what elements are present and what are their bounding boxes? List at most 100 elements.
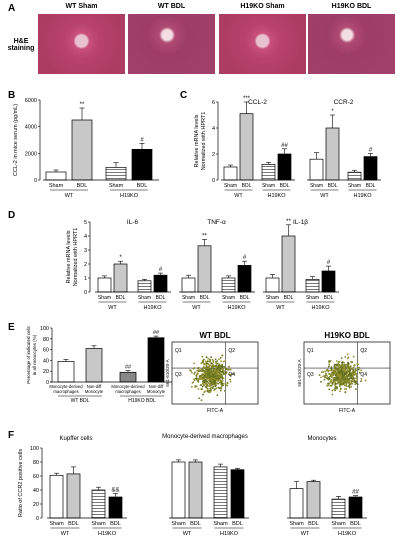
panel-d-category-label: Sham	[98, 295, 111, 301]
panel-e-bar-label-line2: macrophages	[115, 389, 140, 394]
panel-c-category-label: Sham	[262, 183, 275, 189]
he-title-wt-sham: WT Sham	[65, 3, 98, 10]
panel-b-category-label: Sham	[49, 183, 64, 189]
he-title-ko-sham: H19KO Sham	[240, 3, 285, 10]
panel-d-category-label: Sham	[266, 295, 279, 301]
panel-b-y-tick-label: 6000	[25, 98, 37, 104]
panel-d-category-label: Sham	[138, 295, 151, 301]
panel-e-flow1-x-axis-label: FITC-A	[207, 408, 224, 414]
panel-f-category-label: Sham	[171, 521, 186, 527]
panel-b-bar	[71, 119, 93, 181]
panel-d-bar	[113, 263, 128, 293]
panel-c-significance-label: ***	[243, 96, 251, 102]
panel-b-bar	[45, 171, 67, 181]
panel-c-category-label: BDL	[366, 183, 376, 189]
panel-e-bar-label-line1: Non-diff	[149, 384, 164, 389]
panel-f-category-label: BDL	[308, 521, 319, 527]
panel-c-bar	[277, 153, 292, 181]
panel-d-bar	[305, 279, 320, 293]
panel-f-bar	[171, 461, 186, 519]
panel-e-letter: E	[8, 322, 15, 333]
panel-d-category-label: BDL	[200, 295, 210, 301]
panel-e-flow2-title: H19KO BDL	[324, 331, 369, 340]
panel-c-category-label: BDL	[280, 183, 290, 189]
he-side-label-line1: H&E	[13, 38, 29, 45]
panel-f-category-label: Sham	[289, 521, 304, 527]
panel-e-y-axis-label-1: Percentage of indicated cells	[26, 325, 31, 383]
panel-d-category-label: BDL	[156, 295, 166, 301]
panel-d-category-label: BDL	[284, 295, 294, 301]
panel-e-bar-label-line2: Monocyte	[147, 389, 166, 394]
panel-c-bar	[363, 156, 378, 181]
panel-d-subtitle: IL-1β	[293, 219, 308, 226]
panel-e-bar	[119, 371, 137, 383]
panel-f-bar	[213, 466, 228, 519]
panel-e-flow2-scatter-points	[318, 353, 367, 396]
panel-f-y-tick-label: 60	[33, 474, 39, 480]
panel-f-category-label: BDL	[350, 521, 361, 527]
panel-f-group-label: WT	[61, 531, 70, 537]
panel-d-category-label: Sham	[306, 295, 319, 301]
he-image-wt-bdl	[128, 14, 215, 74]
panel-c-bar	[309, 158, 324, 181]
panel-c-group-label: WT	[320, 193, 329, 199]
panel-b-category-label: Sham	[109, 183, 124, 189]
panel-e-flow1-quadrant-label: Q3	[175, 372, 182, 378]
panel-d-group-label: H19KO	[311, 305, 330, 311]
panel-d-bar	[221, 277, 236, 293]
panel-d-category-label: Sham	[222, 295, 235, 301]
panel-e-significance-label: ##	[125, 365, 132, 371]
panel-e-y-axis-label-2: in all monocytes (%)	[32, 334, 37, 375]
panel-e-y-tick-label: 20	[43, 369, 49, 375]
panel-f-category-label: Sham	[331, 521, 346, 527]
panel-b-y-tick-label: 0	[34, 178, 37, 184]
panel-f-group-label: H19KO	[220, 531, 239, 537]
panel-d-y-tick-label: 1	[84, 276, 87, 282]
panel-d-subtitle: IL-6	[127, 219, 139, 226]
panel-f-category-label: BDL	[232, 521, 243, 527]
panel-d-group-label: WT	[108, 305, 117, 311]
panel-d-letter: D	[8, 210, 16, 221]
panel-d-category-label: BDL	[324, 295, 334, 301]
panel-d-y-tick-label: 0	[84, 290, 87, 296]
panel-c-y-axis-label-1: Relative mRNA levels	[194, 114, 200, 167]
panel-f-bar	[230, 469, 245, 519]
panel-d-group-label: WT	[276, 305, 285, 311]
panel-e-bar-label-line2: macrophages	[53, 389, 78, 394]
panel-c-category-label: Sham	[224, 183, 237, 189]
panel-f-group-label: WT	[301, 531, 310, 537]
panel-d-significance-label: **	[286, 219, 291, 225]
panel-e-bar-label-line1: Monocyte-derived	[111, 384, 145, 389]
panel-d-y-axis-label-2: Normalized with HPRT1	[73, 228, 79, 287]
panel-d-significance-label: #	[159, 267, 163, 273]
panel-f-bar	[348, 496, 363, 519]
panel-e-flow1-quadrant-label: Q1	[175, 348, 182, 354]
panel-c-group-label: H19KO	[353, 193, 372, 199]
panel-f-y-tick-label: 20	[33, 502, 39, 508]
he-title-ko-bdl: H19KO BDL	[331, 3, 372, 10]
panel-f-letter: F	[8, 430, 15, 441]
panel-e-y-tick-label: 60	[43, 348, 49, 354]
panel-d-y-tick-label: 4	[84, 234, 87, 240]
panel-d-subtitle: TNF-α	[207, 219, 226, 226]
panel-f-group-label: H19KO	[338, 531, 357, 537]
panel-d-significance-label: **	[202, 234, 207, 240]
panel-d-group-label: H19KO	[227, 305, 246, 311]
panel-f-y-tick-label: 40	[33, 488, 39, 494]
panel-d-group-label: H19KO	[143, 305, 162, 311]
panel-f-category-label: Sham	[91, 521, 106, 527]
panel-e-bar	[85, 348, 103, 383]
panel-d-bar	[265, 277, 280, 293]
panel-c-subtitle: CCL-2	[248, 99, 267, 106]
panel-e-flow1-y-axis-label: 561-610/20-A	[165, 359, 170, 386]
panel-f-bar	[91, 489, 106, 519]
panel-f-significance-label: &&	[111, 488, 119, 494]
panel-e-bar	[57, 361, 75, 383]
panel-f-bar	[331, 498, 346, 519]
panel-d-bar	[321, 270, 336, 293]
panel-d-bar	[137, 280, 152, 293]
panel-f-category-label: BDL	[68, 521, 79, 527]
panel-f-group-label: H19KO	[98, 531, 117, 537]
panel-e-y-tick-label: 40	[43, 358, 49, 364]
he-image-ko-sham	[219, 14, 306, 74]
